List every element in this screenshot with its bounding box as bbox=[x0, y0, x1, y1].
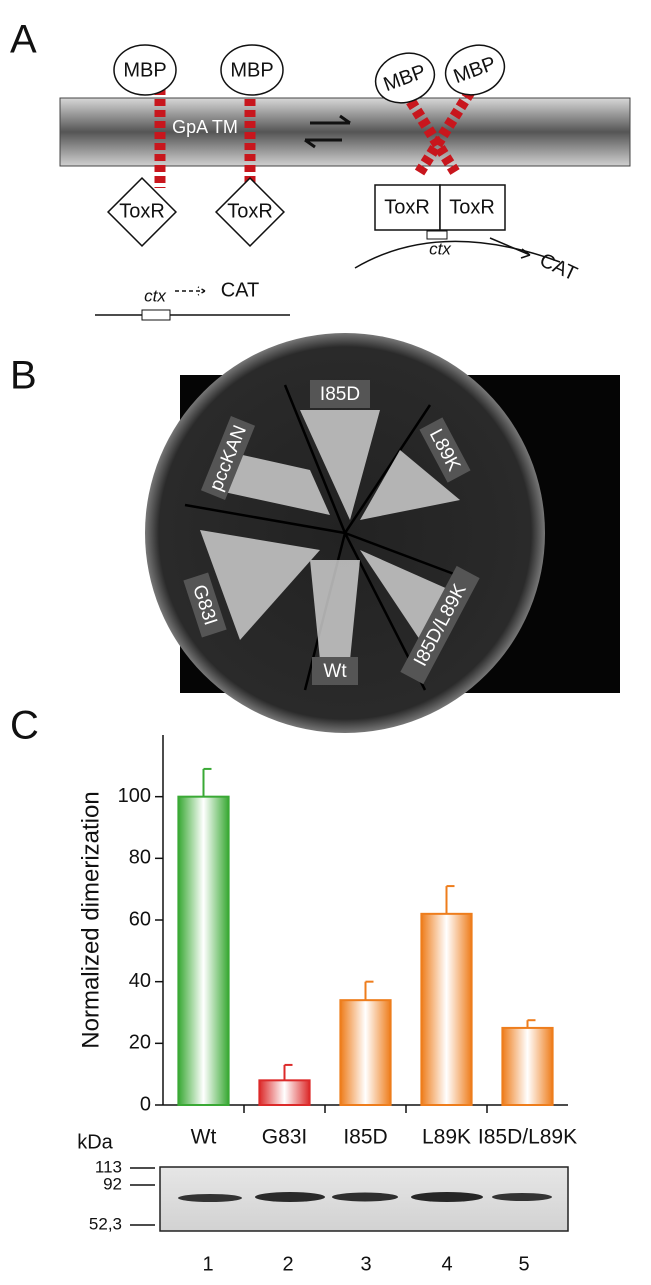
mbp bbox=[374, 52, 436, 104]
panel-label: A bbox=[10, 18, 37, 62]
lane-label: 2 bbox=[282, 1253, 293, 1275]
panel-label: C bbox=[10, 704, 39, 748]
label-box bbox=[400, 565, 480, 685]
y-tick-label: 100 bbox=[118, 785, 151, 807]
bar bbox=[420, 912, 473, 1106]
promoter-label: ctx bbox=[144, 286, 166, 305]
marker-label: 92 bbox=[103, 1174, 122, 1193]
toxr bbox=[439, 184, 506, 231]
x-tick-label: Wt bbox=[191, 1126, 217, 1149]
panel-a: A MBP MBP MBP MBP GpA TM ToxR ToxR ToxR … bbox=[10, 18, 631, 321]
marker-label: 52,3 bbox=[89, 1214, 122, 1233]
helix bbox=[400, 89, 460, 175]
label-box bbox=[312, 657, 358, 685]
reporter-label: CAT bbox=[536, 249, 580, 285]
lane-label: 4 bbox=[441, 1253, 452, 1275]
dna bbox=[354, 240, 561, 269]
y-tick-label: 20 bbox=[129, 1032, 151, 1054]
promoter-label: ctx bbox=[429, 239, 451, 258]
x-tick-label: I85D/L89K bbox=[478, 1126, 577, 1149]
x-tick-label: L89K bbox=[422, 1126, 471, 1149]
helix bbox=[413, 89, 475, 178]
panel-label: B bbox=[10, 354, 37, 398]
toxr bbox=[214, 176, 286, 248]
y-tick-label: 80 bbox=[129, 847, 151, 869]
panel-b: B I85D L89K I85D/L89K Wt G83I pccKAN bbox=[10, 333, 620, 733]
sector-label: Wt bbox=[323, 661, 347, 682]
marker-label: 113 bbox=[95, 1157, 122, 1176]
panel-c: C Normalized dimerization kDa 113 92 52,… bbox=[10, 704, 577, 1276]
y-axis-label: Normalized dimerization bbox=[77, 791, 104, 1048]
reporter-label: CAT bbox=[221, 279, 260, 301]
x-tick-label: G83I bbox=[262, 1126, 308, 1149]
y-tick-label: 60 bbox=[129, 908, 151, 930]
x-tick-label: I85D bbox=[343, 1126, 387, 1149]
unit-label: kDa bbox=[77, 1131, 113, 1153]
label-box bbox=[310, 380, 370, 408]
mbp-label: MBP bbox=[230, 59, 273, 81]
membrane bbox=[59, 97, 631, 167]
label-box bbox=[419, 417, 471, 483]
membrane-label: GpA TM bbox=[172, 117, 238, 137]
bands bbox=[178, 1192, 552, 1202]
toxr-label: ToxR bbox=[449, 196, 495, 218]
bar bbox=[339, 999, 392, 1107]
label-box bbox=[183, 572, 227, 638]
toxr bbox=[106, 176, 178, 248]
bar bbox=[177, 795, 230, 1107]
lane-label: 3 bbox=[360, 1253, 371, 1275]
mbp-label: MBP bbox=[123, 59, 166, 81]
lane-label: 5 bbox=[518, 1253, 529, 1275]
arrow bbox=[489, 237, 531, 259]
mbp bbox=[444, 44, 506, 96]
promoter-box bbox=[426, 230, 448, 240]
mbp bbox=[220, 44, 284, 96]
lane-label: 1 bbox=[202, 1253, 213, 1275]
mbp bbox=[113, 44, 177, 96]
bar bbox=[258, 1079, 311, 1107]
toxr-label: ToxR bbox=[384, 196, 430, 218]
toxr-label: ToxR bbox=[227, 200, 273, 222]
label-box bbox=[200, 416, 256, 500]
sector-lines bbox=[184, 384, 471, 691]
y-tick-label: 0 bbox=[140, 1093, 151, 1115]
sector-label: I85D bbox=[320, 384, 360, 405]
y-tick-label: 40 bbox=[129, 970, 151, 992]
arrow bbox=[175, 286, 206, 296]
colonies bbox=[200, 410, 460, 660]
equilibrium-arrows bbox=[304, 114, 351, 149]
promoter-box bbox=[141, 309, 171, 321]
bar bbox=[501, 1026, 554, 1106]
toxr-label: ToxR bbox=[119, 200, 165, 222]
toxr bbox=[374, 184, 441, 231]
